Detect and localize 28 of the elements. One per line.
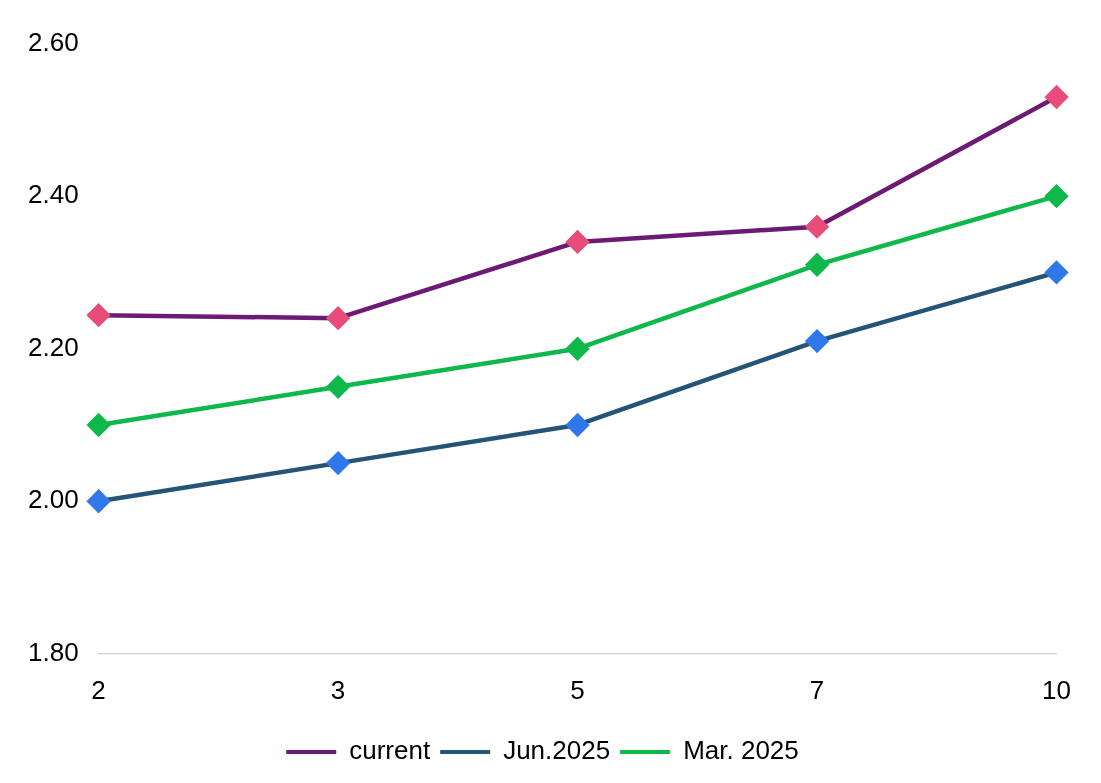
point bbox=[805, 215, 829, 238]
x-tick-label: 2 bbox=[91, 674, 106, 705]
y-tick-label: 2.40 bbox=[27, 179, 79, 210]
legend-label: Jun.2025 bbox=[503, 735, 611, 766]
point bbox=[87, 303, 110, 327]
x-tick-label: 7 bbox=[809, 674, 825, 705]
point bbox=[326, 375, 350, 399]
legend-label: Mar. 2025 bbox=[683, 735, 799, 766]
x-tick-label: 10 bbox=[1042, 674, 1071, 705]
point bbox=[326, 306, 350, 330]
x-tick-label: 5 bbox=[570, 674, 585, 705]
y-tick-label: 2.60 bbox=[27, 26, 79, 57]
point bbox=[805, 253, 829, 277]
x-tick-label: 3 bbox=[330, 674, 346, 705]
point bbox=[1045, 184, 1068, 208]
point bbox=[805, 329, 829, 353]
y-tick-label: 1.80 bbox=[27, 636, 79, 667]
point bbox=[326, 451, 350, 475]
point bbox=[566, 337, 589, 360]
point bbox=[87, 413, 110, 437]
y-tick-label: 2.20 bbox=[27, 331, 79, 362]
legend-label: current bbox=[349, 735, 431, 766]
point bbox=[87, 490, 110, 513]
point bbox=[566, 230, 589, 254]
point bbox=[566, 413, 589, 437]
point bbox=[1045, 85, 1068, 109]
point bbox=[1045, 261, 1068, 284]
y-tick-label: 2.00 bbox=[27, 484, 79, 515]
